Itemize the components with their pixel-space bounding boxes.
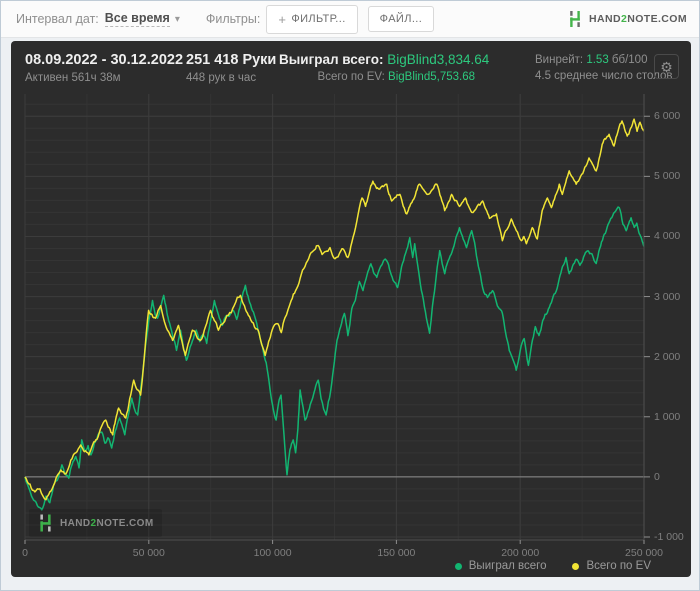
chevron-down-icon: ▾ <box>174 13 180 25</box>
y-tick-label: 3 000 <box>654 290 681 303</box>
settings-button[interactable]: ⚙ <box>654 54 679 79</box>
y-tick-label: -1 000 <box>654 530 684 543</box>
date-interval-value: Все время <box>104 11 170 27</box>
file-button-label: ФАЙЛ... <box>379 13 423 25</box>
winrate-label: Винрейт: <box>535 54 584 66</box>
legend-dot-icon <box>572 562 580 570</box>
hands-per-hour-text: 448 рук в час <box>186 72 257 84</box>
add-filter-button-label: ФИЛЬТР... <box>291 13 346 25</box>
legend-item-ev[interactable]: Всего по EV <box>572 560 651 572</box>
x-tick-label: 200 000 <box>501 547 540 559</box>
won-total-label: Выиграл всего: <box>279 52 384 67</box>
brand-two: 2 <box>620 13 628 25</box>
legend-dot-icon <box>454 562 462 570</box>
winrate-value: 1.53 <box>586 54 609 66</box>
won-total-value: BigBlind3,834.64 <box>387 52 490 67</box>
equity-graph[interactable] <box>24 94 650 544</box>
add-filter-button[interactable]: + ФИЛЬТР... <box>266 4 358 34</box>
ev-total-label: Всего по EV: <box>317 71 385 83</box>
watermark-two: 2 <box>90 517 97 529</box>
gear-icon: ⚙ <box>660 58 673 75</box>
series-ev-line <box>24 118 645 501</box>
brand-note: NOTE.COM <box>627 13 687 25</box>
watermark-hand: HAND <box>60 517 91 529</box>
legend-item-won[interactable]: Выиграл всего <box>454 560 547 572</box>
plus-icon: + <box>278 11 287 27</box>
filters-label: Фильтры: <box>205 12 261 26</box>
active-time-text: Активен 561ч 38м <box>25 72 121 84</box>
hand2note-logo-icon <box>570 11 580 27</box>
ev-total-value: BigBlind5,753.68 <box>388 71 475 83</box>
chart-legend: Выиграл всего Всего по EV <box>429 560 651 572</box>
avg-tables-text: 4.5 среднее число столов <box>535 70 673 82</box>
winrate-unit: бб/100 <box>611 54 648 66</box>
hand2note-watermark-icon <box>40 514 51 532</box>
hand2note-watermark: HAND2NOTE.COM <box>29 509 162 537</box>
results-panel: 08.09.2022 - 30.12.2022 Активен 561ч 38м… <box>11 41 691 577</box>
y-tick-label: 4 000 <box>654 230 681 243</box>
y-tick-label: 5 000 <box>654 170 681 183</box>
watermark-note: NOTE.COM <box>96 517 154 529</box>
y-tick-label: 0 <box>654 470 660 483</box>
x-tick-label: 50 000 <box>132 547 165 559</box>
y-tick-label: 2 000 <box>654 350 681 363</box>
legend-label: Всего по EV <box>586 560 651 572</box>
x-tick-label: 100 000 <box>253 547 292 559</box>
y-tick-label: 1 000 <box>654 410 681 423</box>
date-interval-dropdown[interactable]: Все время ▾ <box>104 11 180 27</box>
date-interval-label: Интервал дат: <box>16 12 99 26</box>
x-tick-label: 0 <box>22 547 28 559</box>
hands-count-title: 251 418 Руки <box>186 52 277 68</box>
x-tick-label: 250 000 <box>625 547 663 559</box>
legend-label: Выиграл всего <box>468 560 547 572</box>
hand2note-logo: HAND2NOTE.COM <box>567 11 687 27</box>
x-tick-label: 150 000 <box>377 547 416 559</box>
y-tick-label: 6 000 <box>654 110 681 123</box>
date-range-title: 08.09.2022 - 30.12.2022 <box>25 52 184 68</box>
brand-hand: HAND <box>589 13 621 25</box>
top-toolbar: Интервал дат: Все время ▾ Фильтры: + ФИЛ… <box>1 1 699 38</box>
file-button[interactable]: ФАЙЛ... <box>367 6 435 32</box>
series-won-line <box>24 206 645 511</box>
